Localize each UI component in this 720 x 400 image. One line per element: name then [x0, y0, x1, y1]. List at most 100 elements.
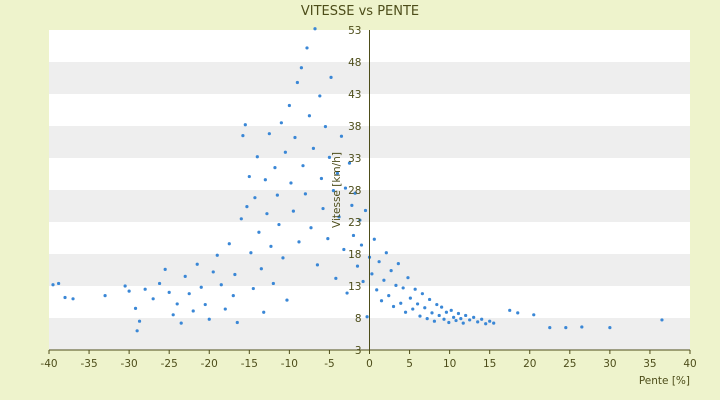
data-point	[321, 206, 325, 211]
data-point	[399, 301, 403, 305]
data-point	[309, 226, 313, 230]
data-point	[299, 66, 303, 70]
data-point	[461, 321, 465, 325]
data-point	[377, 260, 381, 264]
data-point	[363, 208, 368, 213]
data-point	[265, 212, 269, 216]
x-tick-label: 20	[523, 358, 536, 370]
y-tick-label: 43	[348, 89, 361, 101]
data-point	[275, 193, 279, 197]
data-point	[227, 242, 231, 246]
x-tick-label: 15	[483, 358, 496, 370]
data-point	[382, 278, 386, 282]
data-point	[418, 314, 422, 318]
data-point	[331, 189, 336, 193]
data-point	[191, 309, 195, 313]
data-point	[269, 244, 273, 248]
data-point	[516, 311, 520, 315]
data-point	[63, 295, 67, 300]
data-point	[372, 237, 376, 241]
data-point	[375, 288, 379, 292]
data-point	[440, 305, 444, 309]
data-point	[339, 134, 344, 138]
data-point	[123, 284, 127, 288]
y-tick-label: 48	[348, 57, 361, 69]
data-point	[334, 276, 338, 280]
data-point	[273, 166, 277, 170]
data-point	[303, 192, 307, 196]
data-point	[135, 329, 139, 333]
y-tick-label: 8	[355, 313, 362, 325]
data-point	[283, 150, 287, 154]
data-point	[207, 317, 211, 321]
data-point	[608, 326, 612, 330]
data-point	[452, 315, 456, 319]
data-point	[223, 307, 227, 311]
data-point	[488, 319, 492, 323]
data-point	[295, 80, 299, 85]
data-point	[231, 294, 235, 298]
data-point	[277, 222, 281, 227]
data-point	[444, 310, 449, 314]
data-point	[301, 164, 305, 168]
x-tick-label: 0	[366, 358, 373, 370]
data-point	[157, 281, 162, 286]
x-tick-label: 5	[406, 358, 413, 370]
data-point	[319, 176, 324, 181]
data-point	[449, 308, 453, 312]
x-tick-label: -35	[80, 358, 97, 370]
data-point	[279, 121, 283, 125]
data-point	[257, 230, 261, 234]
data-point	[285, 298, 289, 302]
data-point	[71, 297, 75, 301]
data-point	[472, 315, 476, 319]
data-point	[442, 317, 446, 321]
data-point	[253, 196, 257, 200]
data-point	[171, 313, 175, 317]
data-point	[427, 297, 432, 302]
data-point	[401, 286, 405, 290]
data-point	[387, 294, 391, 298]
data-point	[175, 302, 179, 306]
x-tick-label: 25	[563, 358, 576, 370]
data-point	[335, 171, 340, 175]
data-point	[305, 46, 309, 50]
data-point	[580, 325, 584, 329]
x-tick-label: 35	[643, 358, 656, 370]
x-tick-label: 10	[443, 358, 456, 370]
data-point	[464, 313, 468, 318]
y-tick-label: 13	[348, 281, 361, 293]
chart-title: VITESSE vs PENTE	[301, 4, 419, 19]
data-point	[406, 276, 410, 280]
data-point	[480, 317, 484, 321]
x-tick-label: -15	[241, 358, 258, 370]
x-tick-label: -40	[40, 358, 57, 370]
data-point	[337, 215, 341, 219]
data-point	[183, 274, 187, 278]
data-point	[394, 283, 398, 287]
data-point	[508, 308, 512, 312]
data-point	[219, 283, 223, 287]
data-point	[329, 75, 333, 79]
data-point	[235, 320, 239, 325]
data-point	[318, 94, 322, 98]
x-tick-label: -25	[161, 358, 178, 370]
data-point	[315, 263, 320, 267]
data-point	[103, 294, 107, 298]
data-point	[359, 243, 364, 247]
data-point	[211, 270, 215, 274]
data-point	[281, 256, 285, 260]
data-point	[430, 311, 434, 315]
data-point	[459, 317, 463, 321]
data-point	[403, 310, 408, 314]
data-point	[179, 321, 183, 325]
data-point	[313, 27, 317, 31]
data-point	[259, 267, 263, 271]
data-point	[247, 174, 251, 179]
data-point	[241, 134, 245, 138]
data-points	[51, 27, 664, 333]
data-point	[137, 319, 142, 323]
data-point	[468, 318, 472, 322]
y-tick-label: 53	[348, 25, 361, 37]
data-point	[420, 292, 424, 296]
